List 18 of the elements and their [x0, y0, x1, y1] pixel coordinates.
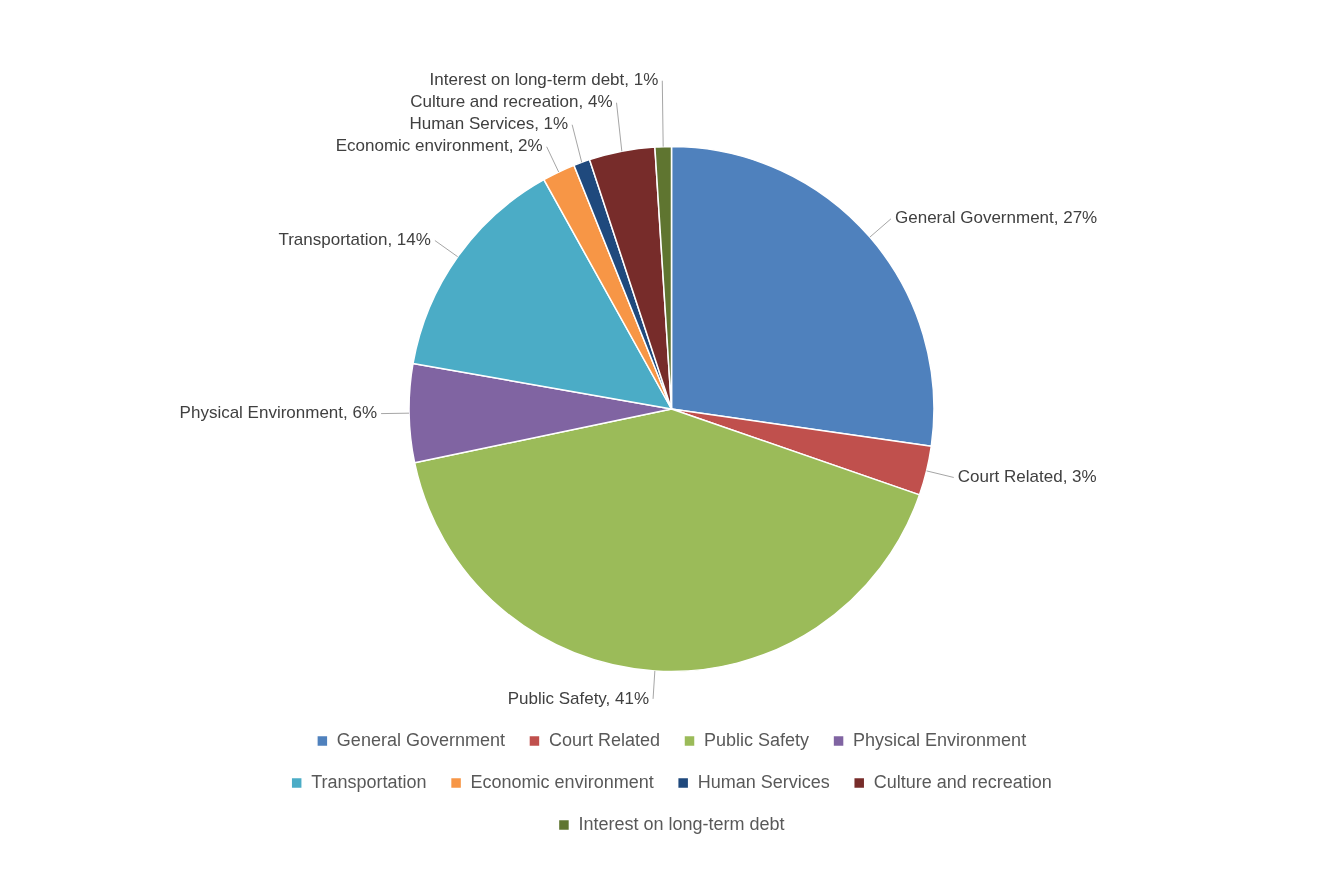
legend-label: Culture and recreation — [873, 771, 1052, 792]
data-label: General Government, 27% — [895, 208, 1098, 228]
data-label: Transportation, 14% — [278, 230, 431, 250]
legend-label: Physical Environment — [853, 729, 1027, 750]
data-label: Human Services, 1% — [409, 114, 569, 134]
legend-label: Human Services — [697, 771, 830, 792]
legend-label: Transportation — [311, 771, 427, 792]
legend-label: Court Related — [548, 729, 661, 750]
data-label: Interest on long-term debt, 1% — [429, 70, 659, 90]
data-label: Culture and recreation, 4% — [410, 92, 613, 112]
legend-label: General Government — [336, 729, 505, 750]
data-label: Physical Environment, 6% — [179, 403, 378, 423]
data-label: Public Safety, 41% — [507, 688, 650, 708]
legend-label: Public Safety — [704, 729, 810, 750]
legend-label: Interest on long-term debt — [578, 813, 785, 834]
data-label: Economic environment, 2% — [335, 136, 543, 156]
data-label: Court Related, 3% — [957, 467, 1097, 487]
legend-label: Economic environment — [470, 771, 654, 792]
